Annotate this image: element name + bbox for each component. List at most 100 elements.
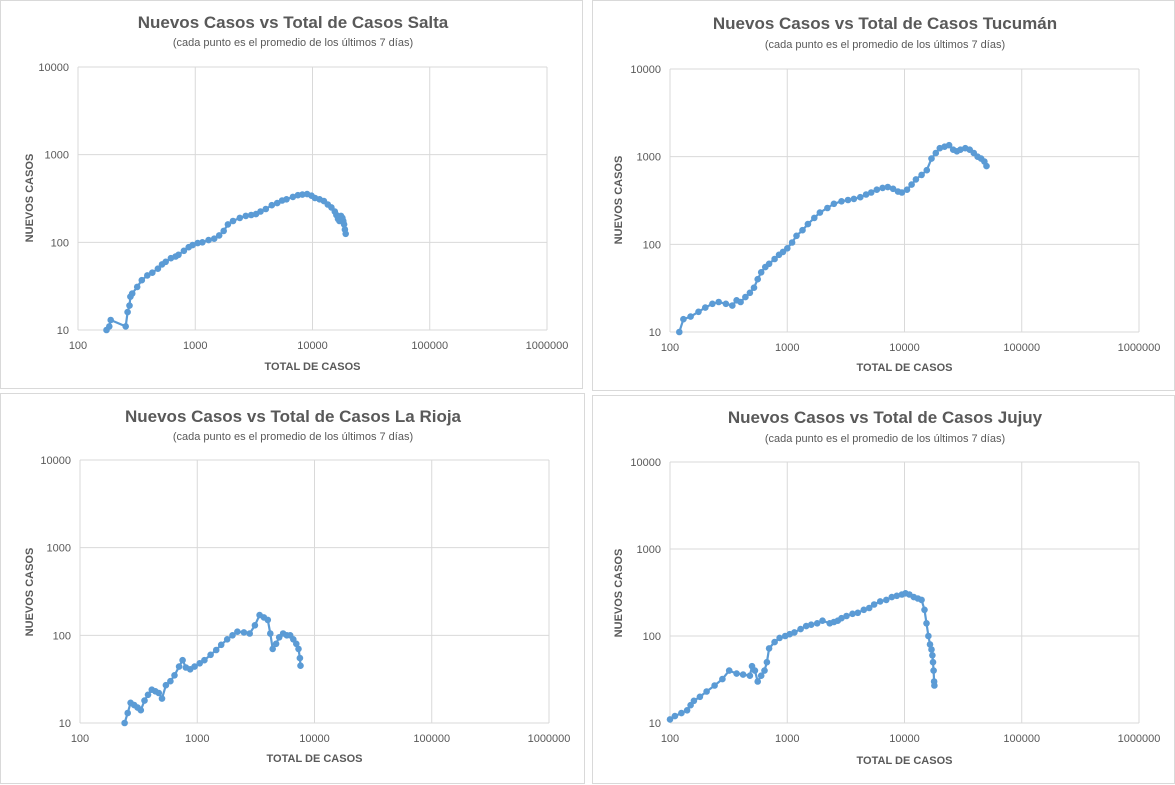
data-point — [678, 709, 685, 717]
x-tick-label: 1000 — [775, 342, 799, 354]
y-axis-label: NUEVOS CASOS — [613, 549, 625, 638]
data-point — [711, 682, 718, 689]
chart-title: Nuevos Casos vs Total de Casos La Rioja — [125, 407, 462, 426]
data-point — [725, 667, 733, 674]
data-point — [754, 275, 761, 283]
data-point — [229, 632, 236, 639]
series-line — [123, 613, 302, 724]
data-point — [802, 622, 810, 630]
data-point — [687, 313, 694, 320]
data-point — [816, 209, 824, 216]
data-point — [242, 212, 250, 220]
data-point — [175, 251, 182, 259]
data-point — [929, 658, 937, 666]
x-tick-label: 10000 — [889, 342, 920, 354]
data-point — [903, 186, 911, 193]
data-point — [931, 682, 938, 689]
data-point — [690, 697, 698, 705]
data-point — [137, 706, 145, 714]
data-point — [751, 667, 759, 674]
data-point — [262, 205, 270, 213]
data-point — [884, 183, 892, 191]
data-point — [106, 323, 113, 330]
data-point — [722, 300, 730, 308]
y-tick-label: 10000 — [630, 64, 661, 76]
data-point — [162, 681, 170, 689]
x-axis-label: TOTAL DE CASOS — [267, 753, 363, 765]
data-point — [703, 688, 710, 695]
data-point — [757, 269, 765, 276]
data-point — [928, 155, 935, 162]
y-tick-label: 10 — [649, 718, 661, 730]
data-point — [264, 616, 272, 624]
x-tick-label: 100 — [71, 733, 89, 745]
data-point — [804, 220, 812, 228]
data-point — [199, 239, 206, 246]
data-point — [923, 166, 931, 174]
data-point — [267, 630, 274, 637]
data-point — [867, 189, 875, 196]
y-tick-label: 1000 — [47, 543, 71, 555]
data-point — [128, 290, 136, 297]
data-point — [854, 609, 862, 617]
data-point — [925, 632, 932, 640]
data-point — [754, 678, 761, 685]
data-point — [124, 308, 131, 316]
data-point — [283, 196, 290, 203]
data-point — [849, 610, 856, 618]
data-point — [908, 181, 915, 188]
data-point — [929, 652, 936, 659]
y-axis-label: NUEVOS CASOS — [613, 156, 625, 245]
data-point — [210, 235, 218, 242]
chart-panel-salta: Nuevos Casos vs Total de Casos Salta (cad… — [0, 0, 583, 389]
data-point — [765, 260, 773, 268]
data-point — [189, 241, 196, 249]
data-point — [879, 184, 886, 192]
data-point — [918, 171, 925, 179]
data-point — [838, 614, 845, 622]
y-tick-label: 1000 — [637, 152, 661, 164]
y-tick-label: 10 — [57, 325, 69, 337]
data-point — [212, 646, 220, 654]
data-point — [269, 645, 277, 653]
data-point — [983, 162, 990, 170]
chart-title: Nuevos Casos vs Total de Casos Tucumán — [713, 14, 1057, 33]
data-point — [932, 149, 940, 157]
y-tick-label: 100 — [53, 630, 71, 642]
data-point — [757, 672, 765, 679]
data-point — [251, 622, 259, 629]
data-point — [898, 189, 906, 196]
data-point — [201, 656, 208, 664]
y-tick-label: 10 — [59, 718, 71, 730]
data-point — [750, 284, 758, 292]
data-point — [784, 245, 791, 252]
data-point — [695, 308, 702, 316]
data-point — [155, 689, 163, 697]
data-point — [889, 185, 897, 193]
data-point — [257, 208, 264, 215]
data-point — [813, 620, 821, 627]
data-point — [126, 302, 133, 309]
x-tick-label: 1000000 — [528, 733, 571, 745]
data-point — [819, 617, 826, 624]
data-point — [912, 176, 920, 183]
y-tick-label: 10000 — [38, 62, 69, 74]
x-axis-label: TOTAL DE CASOS — [265, 361, 361, 373]
y-tick-label: 100 — [643, 631, 661, 643]
data-point — [945, 141, 953, 149]
x-tick-label: 10000 — [297, 340, 328, 352]
data-point — [141, 697, 148, 704]
chart-la-rioja: Nuevos Casos vs Total de Casos La Rioja (… — [24, 407, 571, 765]
chart-panel-jujuy: Nuevos Casos vs Total de Casos Jujuy (cad… — [592, 395, 1175, 784]
data-point — [191, 663, 198, 670]
data-point — [771, 255, 778, 263]
data-point — [746, 289, 754, 297]
data-point — [843, 612, 850, 620]
x-tick-label: 1000 — [775, 733, 799, 745]
data-point — [923, 620, 930, 627]
data-point — [676, 328, 683, 336]
chart-subtitle: (cada punto es el promedio de los último… — [173, 431, 413, 443]
series-line — [105, 192, 347, 331]
data-point — [229, 217, 237, 225]
data-point — [293, 640, 300, 648]
